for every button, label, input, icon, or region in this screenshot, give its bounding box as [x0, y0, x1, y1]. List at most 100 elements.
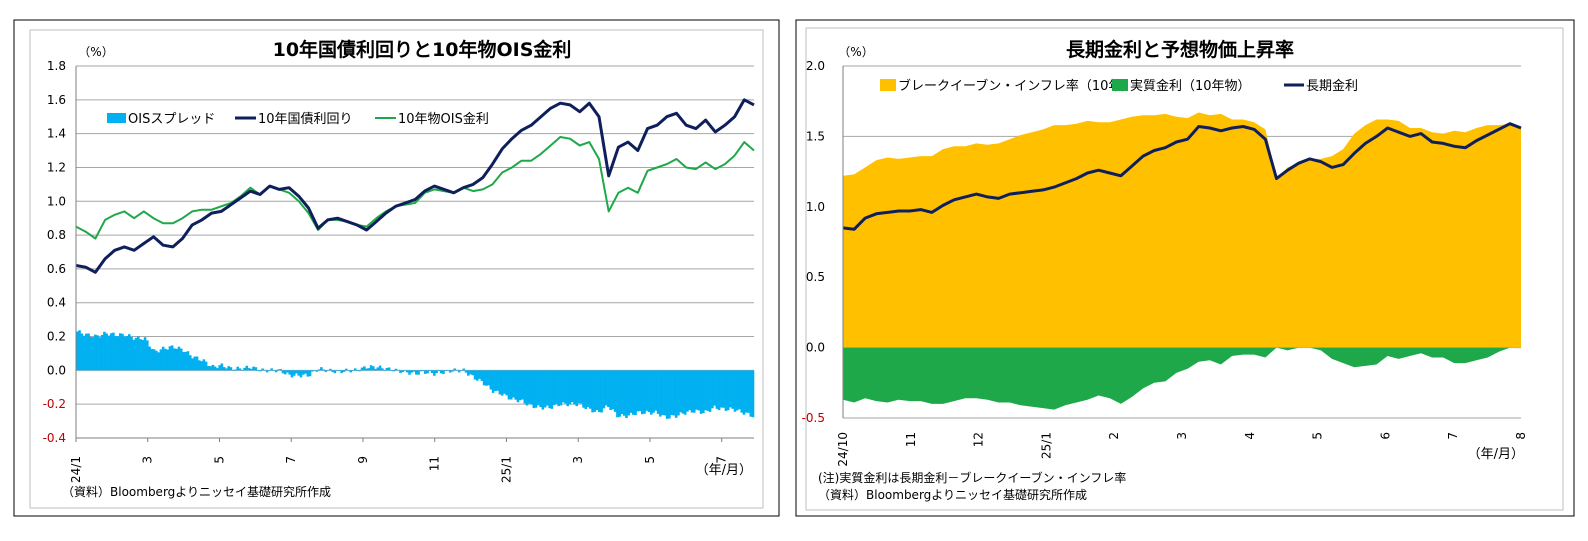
spread-bar — [288, 370, 291, 375]
spread-bar — [344, 368, 348, 371]
spread-bar — [575, 370, 579, 407]
x-tick-label: 24/10 — [836, 432, 850, 467]
spread-bar — [749, 370, 753, 417]
spread-bar — [699, 370, 703, 414]
spread-bar — [613, 370, 617, 412]
spread-bar — [360, 367, 364, 371]
spread-bar — [509, 370, 513, 400]
spread-bar — [466, 370, 470, 376]
chart-right-lines — [842, 122, 1522, 231]
spread-bar — [123, 336, 127, 371]
spread-bar — [351, 370, 355, 371]
jgb-yield-line — [75, 98, 755, 274]
spread-bar — [722, 370, 725, 408]
spread-bar — [148, 346, 151, 371]
spread-bar — [218, 365, 221, 371]
spread-bar — [641, 370, 644, 415]
spread-bar — [523, 370, 527, 404]
spread-bar — [177, 346, 181, 371]
spread-bar — [76, 331, 79, 371]
spread-bar — [331, 370, 334, 373]
y-tick-label: 1.8 — [47, 59, 66, 73]
spread-bar — [322, 369, 325, 371]
y-tick-label: 1.6 — [47, 93, 66, 107]
spread-bar — [437, 370, 441, 372]
long-term-yield-line — [842, 122, 1522, 231]
y-tick-label: 0.0 — [47, 363, 66, 377]
spread-bar — [125, 335, 129, 371]
spread-bar — [733, 370, 737, 412]
y-tick-label: 0.4 — [47, 296, 66, 310]
x-tick-label: 4 — [1243, 432, 1257, 440]
spread-bar — [213, 366, 217, 371]
x-tick-label: 3 — [1175, 432, 1189, 440]
spread-bar — [702, 370, 705, 414]
spread-bar — [683, 370, 687, 415]
spread-bar — [161, 346, 165, 371]
spread-bar — [342, 370, 346, 372]
chart-right-inner-frame — [805, 27, 1564, 511]
spread-bar — [674, 370, 678, 418]
spread-bar — [179, 348, 183, 371]
spread-bar — [335, 370, 339, 371]
spread-bar — [263, 369, 267, 371]
spread-bar — [378, 365, 382, 371]
chart-left-legend: OISスプレッド 10年国債利回り 10年物OIS金利 — [107, 111, 489, 127]
spread-bar — [189, 355, 192, 371]
chart-left-y-unit: （%） — [78, 45, 113, 59]
spread-bar — [202, 359, 206, 371]
spread-bar — [250, 368, 253, 371]
spread-bar — [478, 370, 481, 379]
spread-bar — [650, 370, 653, 415]
spread-bar — [444, 370, 447, 371]
spread-bar — [620, 370, 624, 415]
spread-bar — [299, 370, 303, 378]
spread-bar — [385, 367, 389, 371]
spread-bar — [308, 370, 312, 377]
spread-bar — [381, 368, 384, 371]
spread-bar — [333, 370, 337, 374]
y-tick-label: 1.4 — [47, 127, 66, 141]
spread-bar — [471, 370, 475, 376]
x-tick-label: 11 — [428, 456, 442, 471]
spread-bar — [568, 370, 572, 405]
spread-bar — [399, 370, 402, 374]
spread-bar — [193, 356, 197, 371]
spread-bar — [265, 370, 269, 373]
spread-bar — [349, 370, 353, 373]
y-tick-label: 0.8 — [47, 228, 66, 242]
spread-bar — [564, 370, 567, 404]
spread-bar — [116, 336, 120, 371]
spread-bar — [198, 360, 201, 371]
spread-bar — [410, 370, 414, 373]
x-tick-label: 8 — [1514, 432, 1528, 440]
chart-right: 長期金利と予想物価上昇率 （%） 2.0 1.5 1.0 0.5 0.0 -0.5 24/… — [795, 19, 1575, 517]
spread-bar — [636, 370, 640, 412]
spread-bar — [157, 352, 160, 371]
x-tick-label: 7 — [284, 456, 298, 464]
spread-bar — [306, 370, 310, 377]
spread-bar — [665, 370, 669, 419]
spread-bar — [415, 370, 418, 375]
spread-bar — [394, 368, 398, 371]
spread-bar — [681, 370, 685, 414]
spread-bar — [326, 369, 330, 371]
spread-bar — [607, 370, 610, 408]
spread-bar — [473, 370, 477, 380]
chart-right-title: 長期金利と予想物価上昇率 — [1066, 38, 1294, 61]
spread-bar — [679, 370, 682, 413]
spread-bar — [261, 368, 264, 371]
spread-bar — [738, 370, 741, 410]
spread-bar — [672, 370, 676, 416]
spread-bar — [245, 365, 249, 371]
spread-bar — [751, 370, 755, 418]
chart-left: 10年国債利回りと10年物OIS金利 （%） 1.8 1.6 1.4 1.2 1.0 0.… — [13, 19, 780, 517]
spread-bar — [528, 370, 531, 404]
y-tick-label: 0.2 — [47, 330, 66, 344]
spread-bar — [485, 370, 488, 386]
breakeven-inflation-area — [843, 112, 1521, 348]
spread-bar — [222, 367, 226, 371]
spread-bar — [600, 370, 603, 413]
spread-bar — [627, 370, 630, 416]
